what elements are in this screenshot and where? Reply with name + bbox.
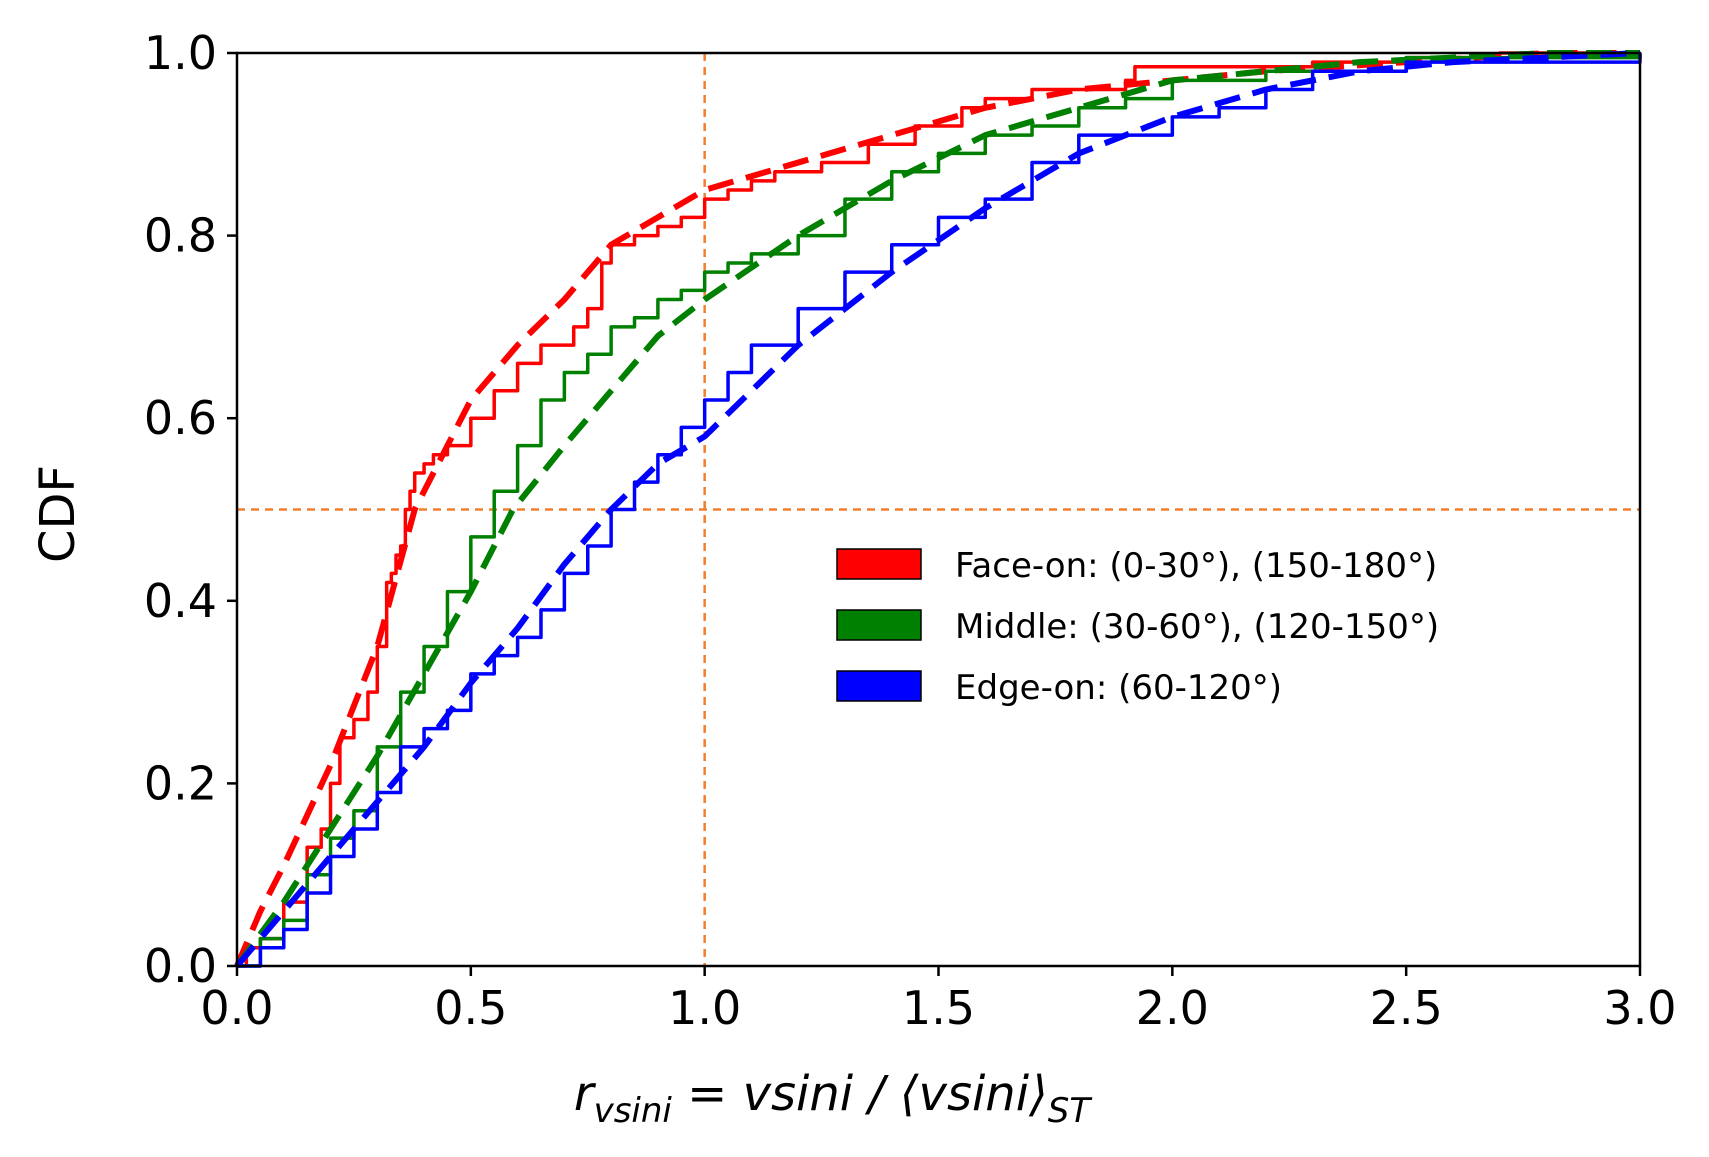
legend-label-middle: Middle: (30-60°), (120-150°) (955, 607, 1439, 647)
x-tick-label: 1.0 (668, 981, 741, 1035)
y-tick-label: 0.0 (144, 939, 217, 993)
legend-swatch-face-on (836, 548, 922, 580)
x-tick-label: 1.5 (902, 981, 975, 1035)
series-line-middle-dashed (234, 50, 1640, 968)
x-tick-label: 0.0 (200, 981, 273, 1035)
legend-label-face-on: Face-on: (0-30°), (150-180°) (955, 546, 1437, 586)
x-tick-label: 0.5 (434, 981, 507, 1035)
y-tick-label: 0.6 (144, 391, 217, 445)
series-line-middle-solid (237, 53, 1642, 968)
series-line-edge-on-dashed (234, 50, 1641, 968)
x-axis-label-main: = vsini / ⟨vsini⟩ (672, 1066, 1048, 1122)
y-tick-label: 0.4 (144, 574, 217, 628)
plot-area (237, 53, 1640, 966)
x-tick-label: 2.5 (1370, 981, 1443, 1035)
y-axis-label: CDF (30, 465, 86, 563)
y-tick-label: 0.2 (144, 756, 217, 810)
legend-swatch-edge-on (836, 670, 922, 702)
y-tick-label: 1.0 (144, 26, 217, 80)
x-axis-label-st-subscript: ST (1048, 1091, 1093, 1131)
legend-swatch-middle (836, 609, 922, 641)
series-group (234, 50, 1642, 968)
x-axis-label-r-subscript: vsini (594, 1091, 673, 1131)
legend: Face-on: (0-30°), (150-180°) Middle: (30… (836, 546, 1439, 708)
x-axis-label-r: r (574, 1066, 597, 1122)
x-tick-label: 2.0 (1136, 981, 1209, 1035)
legend-label-edge-on: Edge-on: (60-120°) (955, 668, 1282, 708)
axes: 0.0 0.5 1.0 1.5 2.0 2.5 3.0 0.0 0.2 0.4 0.6 0.8 1.0 (144, 26, 1677, 1035)
x-axis-label: rvsini = vsini / ⟨vsini⟩ST (574, 1066, 1092, 1131)
x-tick-label: 3.0 (1603, 981, 1676, 1035)
y-tick-label: 0.8 (144, 209, 217, 263)
